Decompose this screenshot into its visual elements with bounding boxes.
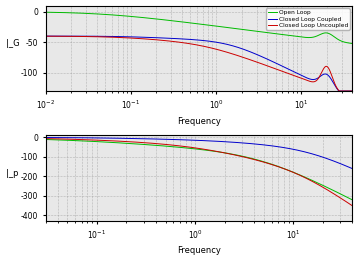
X-axis label: Frequency: Frequency <box>177 246 221 256</box>
Closed Loop Coupled <box>161 37 165 40</box>
Closed Loop Uncoupled <box>344 90 349 93</box>
Line: Closed Loop Uncoupled: Closed Loop Uncoupled <box>45 36 352 91</box>
Closed Loop Coupled <box>174 37 179 40</box>
Open Loop <box>344 41 349 44</box>
Open Loop <box>43 11 48 14</box>
Closed Loop Uncoupled <box>337 90 342 93</box>
Open Loop <box>311 35 315 39</box>
Closed Loop Coupled <box>311 78 315 81</box>
Open Loop <box>350 42 354 45</box>
Closed Loop Uncoupled <box>161 39 165 42</box>
Closed Loop Coupled <box>43 34 48 38</box>
Closed Loop Uncoupled <box>174 40 179 43</box>
Y-axis label: |_p: |_p <box>6 169 19 178</box>
Closed Loop Uncoupled <box>311 80 315 84</box>
Open Loop <box>97 13 101 16</box>
Open Loop <box>161 18 165 21</box>
Y-axis label: |_G: |_G <box>6 39 19 48</box>
Line: Closed Loop Coupled: Closed Loop Coupled <box>45 36 352 91</box>
Closed Loop Coupled <box>344 90 349 93</box>
Closed Loop Coupled <box>350 90 354 93</box>
Closed Loop Coupled <box>97 35 101 38</box>
Closed Loop Uncoupled <box>43 35 48 38</box>
Closed Loop Coupled <box>78 35 83 38</box>
Closed Loop Coupled <box>337 90 341 93</box>
Closed Loop Uncoupled <box>97 35 101 38</box>
Legend: Open Loop, Closed Loop Coupled, Closed Loop Uncoupled: Open Loop, Closed Loop Coupled, Closed L… <box>266 8 349 29</box>
X-axis label: Frequency: Frequency <box>177 117 221 126</box>
Open Loop <box>78 11 83 15</box>
Closed Loop Uncoupled <box>78 35 83 38</box>
Open Loop <box>174 20 179 23</box>
Closed Loop Uncoupled <box>350 90 354 93</box>
Line: Open Loop: Open Loop <box>45 12 352 44</box>
